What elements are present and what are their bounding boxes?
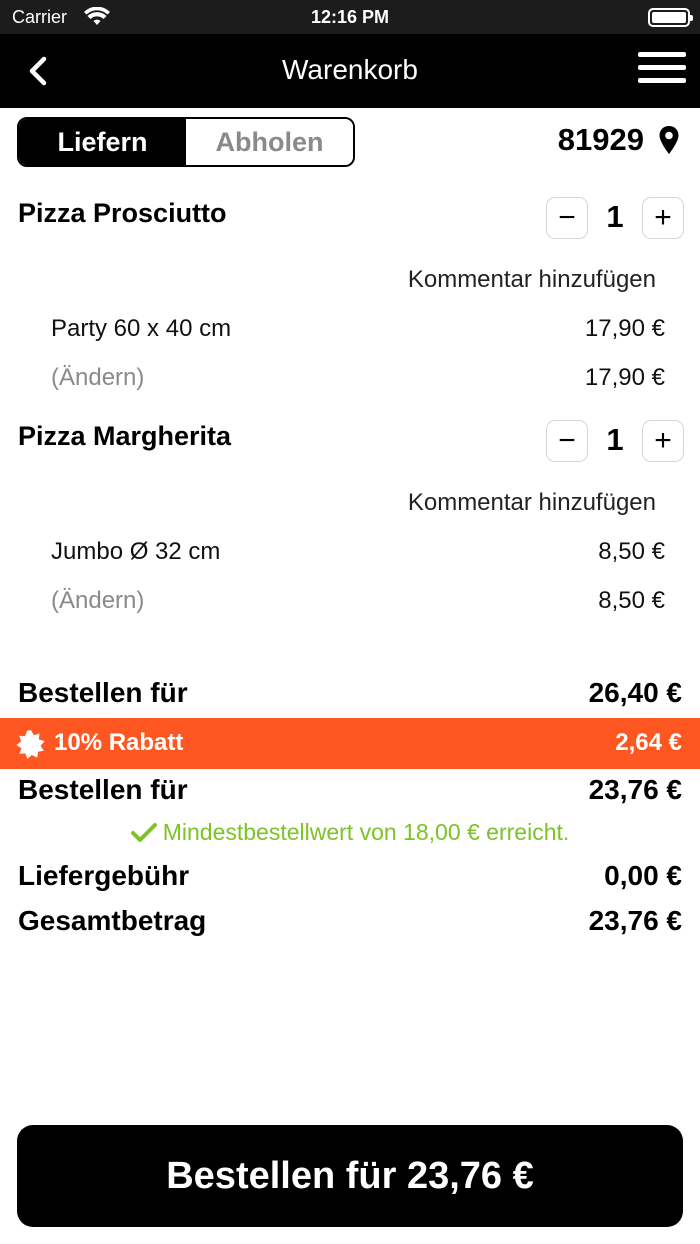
quantity-value: 1 <box>606 199 624 234</box>
hamburger-icon <box>638 52 686 83</box>
total-value: 23,76 € <box>588 905 682 936</box>
min-order-message: Mindestbestellwert von 18,00 € erreicht. <box>162 819 570 845</box>
battery-icon <box>648 8 693 27</box>
discount-label: 10% Rabatt <box>54 729 184 756</box>
discount-row: 10% Rabatt 2,64 € <box>0 718 700 769</box>
delivery-mode-toggle: Liefern Abholen <box>17 117 355 167</box>
tab-abholen[interactable]: Abholen <box>186 119 353 165</box>
subtotal-label: Bestellen für <box>18 677 188 708</box>
change-item-link[interactable]: (Ändern) <box>51 364 145 391</box>
status-bar: Carrier 12:16 PM <box>0 0 700 34</box>
delivery-fee-label: Liefergebühr <box>18 860 190 891</box>
wifi-icon <box>84 6 110 32</box>
minus-icon: − <box>558 201 576 234</box>
item-size-price: 17,90 € <box>584 315 665 342</box>
add-comment-link[interactable]: Kommentar hinzufügen <box>407 266 656 293</box>
tab-liefern[interactable]: Liefern <box>19 119 186 165</box>
checkmark-icon <box>130 823 157 842</box>
change-item-link[interactable]: (Ändern) <box>51 587 145 614</box>
item-name: Pizza Prosciutto <box>18 198 227 228</box>
plus-icon: + <box>654 201 672 234</box>
clock: 12:16 PM <box>310 7 390 27</box>
chevron-left-icon <box>29 56 47 86</box>
plus-icon: + <box>654 424 672 457</box>
discounted-subtotal-value: 23,76 € <box>588 774 682 805</box>
page-title: Warenkorb <box>282 54 418 85</box>
quantity-stepper: − 1 + <box>546 420 684 462</box>
map-pin-icon <box>659 126 679 154</box>
discount-badge-icon <box>16 730 45 759</box>
item-size-price: 8,50 € <box>598 538 665 565</box>
total-label: Gesamtbetrag <box>18 905 207 936</box>
back-button[interactable] <box>20 52 60 92</box>
zip-code: 81929 <box>557 122 644 157</box>
item-name: Pizza Margherita <box>18 421 232 451</box>
subtotal-value: 26,40 € <box>588 677 682 708</box>
delivery-location[interactable]: 81929 <box>558 122 680 158</box>
discounted-subtotal-label: Bestellen für <box>18 774 188 805</box>
quantity-value: 1 <box>606 422 624 457</box>
min-order-status: Mindestbestellwert von 18,00 € erreicht. <box>0 819 700 846</box>
increase-quantity-button[interactable]: + <box>642 420 684 462</box>
item-size: Jumbo Ø 32 cm <box>51 538 221 565</box>
carrier-label: Carrier <box>12 7 68 27</box>
menu-button[interactable] <box>638 52 686 88</box>
add-comment-link[interactable]: Kommentar hinzufügen <box>407 489 656 516</box>
discount-value: 2,64 € <box>615 729 682 756</box>
item-total: 17,90 € <box>584 364 665 391</box>
increase-quantity-button[interactable]: + <box>642 197 684 239</box>
minus-icon: − <box>558 424 576 457</box>
decrease-quantity-button[interactable]: − <box>546 420 588 462</box>
delivery-fee-value: 0,00 € <box>604 860 682 891</box>
nav-bar: Warenkorb <box>0 34 700 108</box>
quantity-stepper: − 1 + <box>546 197 684 239</box>
decrease-quantity-button[interactable]: − <box>546 197 588 239</box>
item-total: 8,50 € <box>598 587 665 614</box>
checkout-button[interactable]: Bestellen für 23,76 € <box>17 1125 683 1227</box>
item-size: Party 60 x 40 cm <box>51 315 232 342</box>
